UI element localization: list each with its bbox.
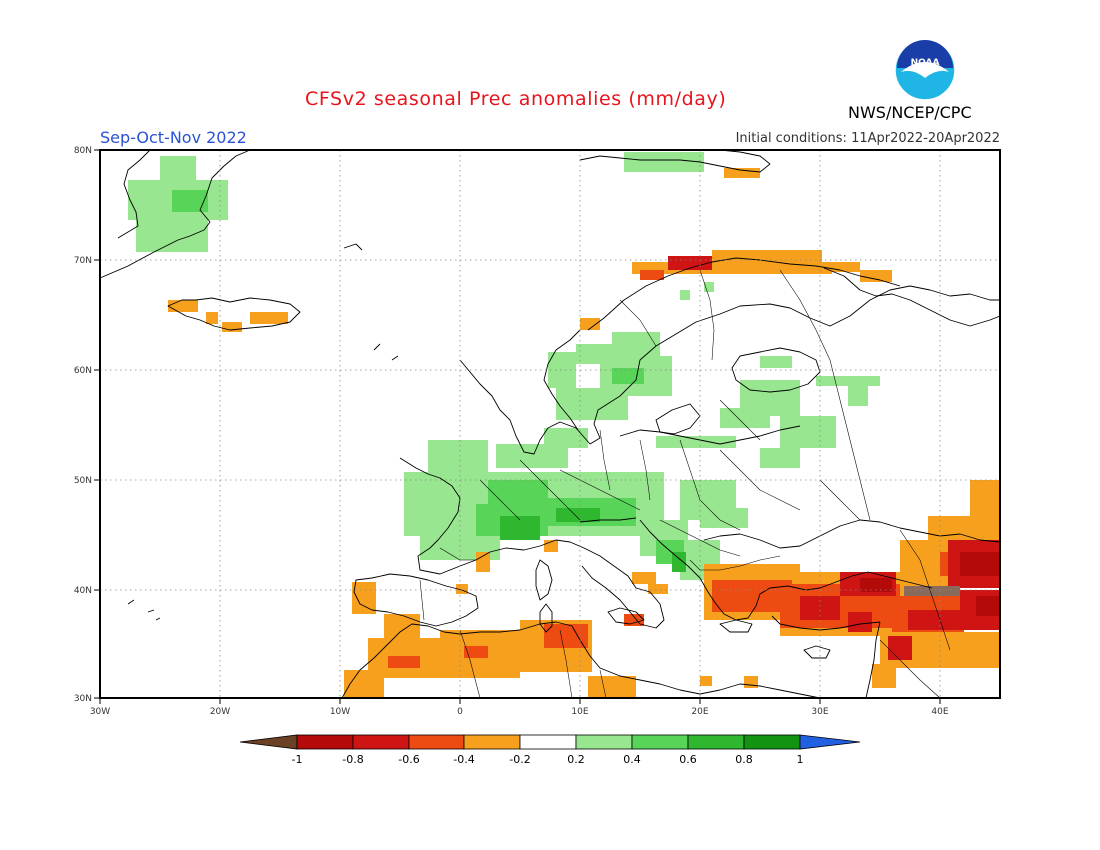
- colorbar-swatch: [463, 734, 521, 750]
- noaa-logo-text: NOAA: [911, 58, 940, 68]
- lon-label: 0: [457, 707, 463, 717]
- lon-label: 30E: [811, 707, 828, 717]
- colorbar-high-arrow: [799, 734, 861, 750]
- longitude-labels: 30W 20W 10W 0 10E 20E 30E 40E: [90, 707, 949, 717]
- lat-label: 80N: [74, 146, 92, 156]
- axis-ticks: [94, 149, 941, 704]
- country-borders: [419, 269, 951, 699]
- lon-label: 20W: [210, 707, 230, 717]
- colorbar-tick-label: -0.6: [398, 753, 419, 766]
- colorbar-tick-label: -1: [292, 753, 303, 766]
- colorbar-swatch: [408, 734, 465, 750]
- lon-label: 30W: [90, 707, 110, 717]
- colorbar-tick-label: 0.8: [735, 753, 753, 766]
- initial-conditions-label: Initial conditions: 11Apr2022-20Apr2022: [735, 131, 1000, 146]
- chart-title: CFSv2 seasonal Prec anomalies (mm/day): [305, 88, 727, 110]
- colorbar-swatch: [631, 734, 689, 750]
- lat-label: 70N: [74, 256, 92, 266]
- colorbar-swatch: [296, 734, 354, 750]
- anomaly-region-maghreb-dry: [388, 614, 644, 668]
- colorbar-tick-label: 1: [797, 753, 804, 766]
- lat-label: 30N: [74, 694, 92, 704]
- anomaly-region-caucasus-extreme: [860, 552, 1000, 616]
- map-gridlines: [100, 150, 1000, 698]
- colorbar-tick-label: 0.4: [623, 753, 641, 766]
- colorbar-swatch: [519, 734, 577, 750]
- colorbar-swatch: [687, 734, 745, 750]
- lon-label: 20E: [691, 707, 708, 717]
- anomaly-region-svalbard: [624, 152, 704, 172]
- lat-label: 40N: [74, 586, 92, 596]
- coastlines: [99, 149, 1001, 699]
- colorbar-swatch: [352, 734, 410, 750]
- anomaly-region-scandinavia-core: [612, 368, 644, 384]
- latitude-labels: 80N 70N 60N 50N 40N 30N: [74, 146, 92, 704]
- colorbar-swatch: [575, 734, 633, 750]
- colorbar-tick-label: -0.4: [453, 753, 474, 766]
- colorbar-tick-label: -0.2: [509, 753, 530, 766]
- anomaly-fills: [128, 152, 1000, 698]
- noaa-logo: NOAA: [894, 39, 956, 101]
- anomaly-region-greenland-core: [172, 190, 208, 212]
- lon-label: 10E: [571, 707, 588, 717]
- colorbar-tick-label: 0.6: [679, 753, 697, 766]
- colorbar-labels: -1 -0.8 -0.6 -0.4 -0.2 0.2 0.4 0.6 0.8 1: [292, 753, 804, 766]
- colorbar-tick-label: 0.2: [567, 753, 585, 766]
- lat-label: 60N: [74, 366, 92, 376]
- lat-label: 50N: [74, 476, 92, 486]
- colorbar-tick-label: -0.8: [342, 753, 363, 766]
- map-border: [99, 149, 1001, 699]
- season-label: Sep-Oct-Nov 2022: [100, 128, 247, 147]
- colorbar-low-arrow: [239, 734, 298, 750]
- lon-label: 10W: [330, 707, 350, 717]
- anomaly-region-svalbard-dry: [724, 168, 760, 178]
- colorbar-swatch: [743, 734, 801, 750]
- colorbar: [239, 734, 861, 750]
- anomaly-region-caspian-mask: [904, 586, 960, 596]
- agency-label: NWS/NCEP/CPC: [848, 103, 972, 122]
- lon-label: 40E: [931, 707, 948, 717]
